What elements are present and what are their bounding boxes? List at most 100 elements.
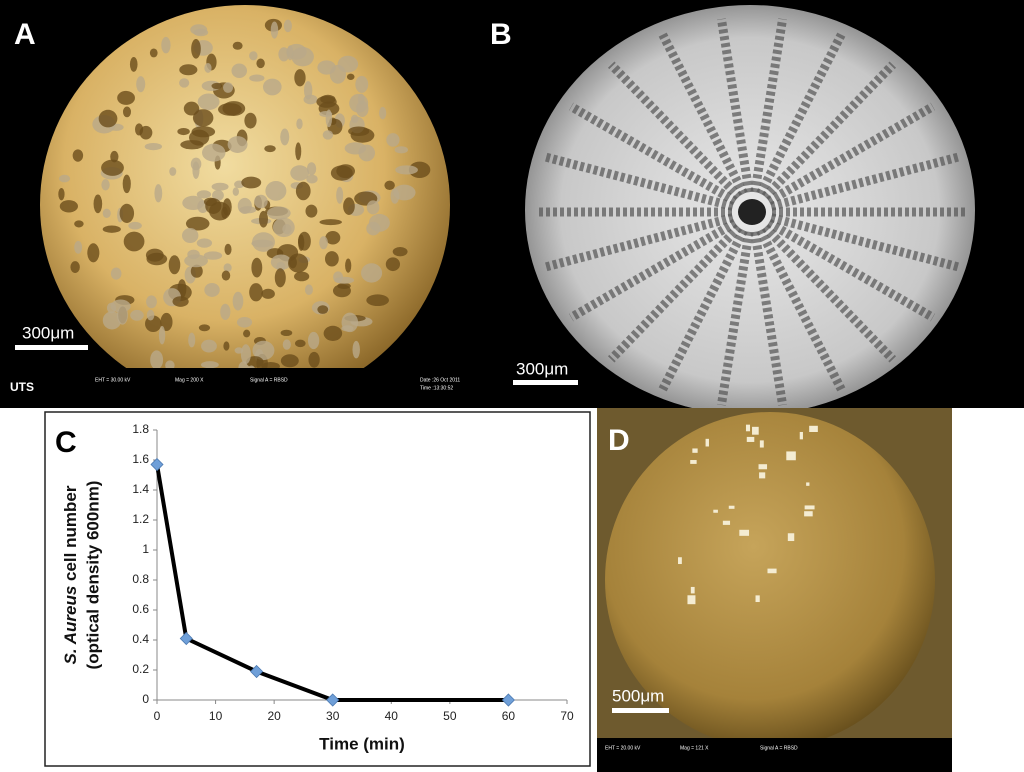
ridge-groove [568, 218, 738, 322]
fleck [786, 451, 796, 461]
pore [267, 206, 291, 220]
pore [322, 130, 334, 140]
pore [123, 231, 145, 252]
pore [190, 264, 203, 278]
panel-letter: D [608, 424, 630, 457]
pore [280, 354, 299, 368]
pore [102, 225, 121, 233]
ridge-groove [658, 228, 748, 392]
pore [408, 161, 431, 179]
fleck [746, 436, 755, 442]
pore [101, 179, 110, 191]
pore [348, 126, 370, 137]
pore [129, 57, 138, 72]
pore [324, 251, 339, 267]
pore [258, 210, 269, 228]
ridge-groove [756, 228, 846, 392]
pore [58, 187, 65, 201]
fleck [809, 425, 818, 433]
pore [244, 112, 257, 129]
pore [240, 344, 251, 365]
pore [211, 182, 229, 191]
pore [203, 251, 223, 260]
pore [236, 316, 253, 328]
y-tick-label: 1.4 [132, 482, 149, 496]
pore [366, 200, 380, 215]
pore [332, 284, 351, 298]
pore [256, 58, 265, 69]
pore [349, 93, 369, 113]
scale-label: 500μm [612, 686, 664, 705]
fleck [806, 482, 810, 486]
fleck [799, 431, 803, 440]
pore [201, 339, 217, 353]
x-axis-title: Time (min) [319, 734, 405, 753]
pore [319, 110, 333, 118]
pore [337, 55, 359, 73]
pore [270, 21, 279, 39]
sem-sphere [605, 412, 935, 748]
chart-frame [44, 411, 591, 767]
pore [224, 243, 232, 256]
pore [135, 123, 144, 136]
pore [181, 228, 199, 244]
pore [87, 243, 100, 263]
metadata-strip [0, 368, 500, 408]
ridge-groove [750, 231, 788, 406]
pore [394, 146, 408, 154]
pore [392, 246, 408, 257]
ridge-groove [761, 223, 897, 363]
logo: UTS [10, 380, 34, 394]
metadata-strip [597, 738, 952, 772]
metadata: EHT = 30.00 kV [95, 377, 131, 383]
pore [334, 276, 355, 284]
pore [192, 161, 200, 179]
y-tick-label: 1.2 [132, 512, 149, 526]
ridge-groove [756, 32, 846, 196]
pore [341, 325, 354, 332]
pore [223, 263, 232, 272]
pore [117, 305, 128, 325]
pore [168, 255, 181, 275]
ridge-groove [770, 152, 960, 211]
x-tick-label: 20 [267, 709, 281, 723]
pore [306, 162, 317, 176]
fleck [690, 586, 695, 594]
pore [146, 309, 155, 321]
data-point [150, 457, 164, 472]
data-point [501, 693, 515, 707]
x-tick-label: 0 [154, 709, 161, 723]
ridge-groove [716, 231, 754, 406]
ridge-groove [770, 213, 960, 272]
pore [243, 329, 251, 338]
ridge-groove [607, 223, 743, 363]
pore [325, 231, 341, 245]
pore [70, 261, 80, 274]
pore [119, 203, 135, 223]
data-point [179, 631, 193, 646]
fleck [728, 505, 735, 509]
pore [172, 296, 189, 307]
pore [261, 288, 275, 299]
y-axis-title-rest: cell number [61, 485, 80, 586]
fleck [759, 440, 764, 448]
pore [227, 136, 248, 153]
pore [232, 41, 243, 50]
y-tick-label: 0.2 [132, 662, 149, 676]
pore [232, 187, 239, 196]
pore [122, 106, 132, 118]
pore [355, 75, 369, 93]
pore [385, 257, 401, 272]
ridge-groove [607, 61, 743, 201]
pore [122, 174, 131, 194]
scale-bar [513, 380, 578, 385]
data-point [250, 664, 264, 679]
pore [262, 78, 282, 96]
y-tick-label: 0 [142, 692, 149, 706]
fleck [787, 533, 795, 542]
pore [169, 167, 177, 176]
fleck [745, 424, 751, 432]
y-axis-title-line2: (optical density 600nm) [83, 481, 102, 670]
pore [251, 257, 263, 278]
pore [193, 28, 209, 37]
